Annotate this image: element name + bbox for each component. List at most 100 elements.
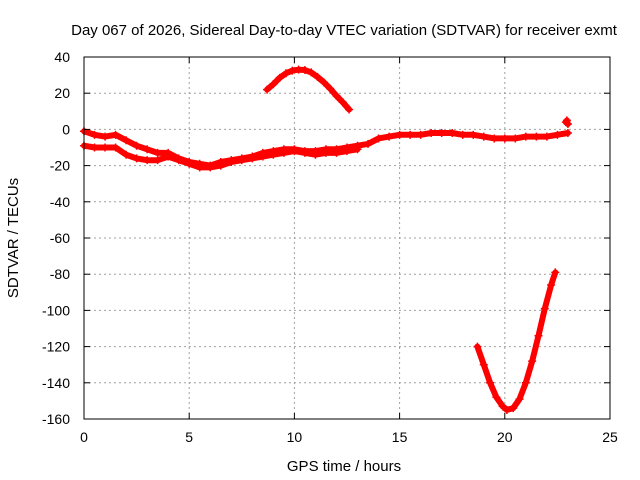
series-track-main-upper xyxy=(80,127,572,170)
data-point xyxy=(263,85,272,94)
data-point xyxy=(540,304,549,313)
data-point xyxy=(122,136,131,145)
y-tick-label: -60 xyxy=(50,230,70,246)
data-point xyxy=(395,130,404,139)
y-tick-label: -20 xyxy=(50,158,70,174)
x-tick-label: 25 xyxy=(602,429,618,445)
data-point xyxy=(553,130,562,139)
data-point xyxy=(479,360,488,369)
data-point xyxy=(427,129,436,138)
data-point xyxy=(338,98,347,107)
x-tick-label: 5 xyxy=(185,429,193,445)
y-axis-label: SDTVAR / TECUs xyxy=(5,178,22,298)
data-point xyxy=(521,132,530,141)
data-series xyxy=(80,65,572,414)
data-point xyxy=(164,152,173,161)
data-point xyxy=(521,378,530,387)
data-point xyxy=(374,134,383,143)
data-point xyxy=(90,130,99,139)
data-point xyxy=(307,68,316,77)
y-tick-label: -140 xyxy=(42,375,70,391)
data-point xyxy=(153,148,162,157)
data-point xyxy=(498,402,507,411)
data-point xyxy=(227,157,236,166)
y-tick-label: -40 xyxy=(50,194,70,210)
x-tick-label: 20 xyxy=(497,429,513,445)
data-point xyxy=(473,342,482,351)
data-point xyxy=(448,129,457,138)
data-point xyxy=(111,130,120,139)
data-point xyxy=(416,130,425,139)
data-point xyxy=(122,150,131,159)
data-point xyxy=(132,154,141,163)
data-point xyxy=(237,156,246,165)
data-point xyxy=(509,404,518,413)
data-point xyxy=(345,105,354,114)
data-point xyxy=(174,156,183,165)
data-point xyxy=(547,281,556,290)
data-point xyxy=(288,66,297,75)
y-tick-label: -100 xyxy=(42,302,70,318)
data-point xyxy=(281,69,290,78)
data-point xyxy=(90,143,99,152)
chart-title: Day 067 of 2026, Sidereal Day-to-day VTE… xyxy=(71,22,618,39)
data-point xyxy=(551,268,560,277)
data-point xyxy=(258,152,267,161)
y-tick-label: 0 xyxy=(62,121,70,137)
data-point xyxy=(153,156,162,165)
x-tick-label: 10 xyxy=(287,429,303,445)
series-track-main-lower xyxy=(80,141,362,172)
axis-ticks: 0 5 10 15 20 25 40 20 0 -20 -40 -60 -80 -100 -120 -140 -… xyxy=(42,49,618,445)
grid-lines xyxy=(84,57,610,419)
data-point xyxy=(458,130,467,139)
data-point xyxy=(563,119,572,128)
data-point xyxy=(269,80,278,89)
data-point xyxy=(562,116,571,125)
data-point xyxy=(300,148,309,157)
data-point xyxy=(343,147,351,156)
data-point xyxy=(195,163,204,172)
data-point xyxy=(185,159,194,168)
data-point xyxy=(269,150,278,159)
x-tick-label: 15 xyxy=(392,429,408,445)
data-point xyxy=(492,393,501,402)
data-point xyxy=(275,73,284,82)
data-point xyxy=(290,147,299,156)
data-point xyxy=(490,134,499,143)
data-point xyxy=(279,148,288,157)
data-point xyxy=(326,84,335,93)
x-tick-label: 0 xyxy=(80,429,88,445)
y-tick-label: -120 xyxy=(42,339,70,355)
data-point xyxy=(353,145,362,154)
data-point xyxy=(101,143,110,152)
data-point xyxy=(385,132,394,141)
data-point xyxy=(515,395,524,404)
data-point xyxy=(319,78,328,87)
data-point xyxy=(143,156,152,165)
series-track xyxy=(474,269,559,413)
data-point xyxy=(248,154,257,163)
data-point xyxy=(511,134,520,143)
data-point xyxy=(300,66,309,75)
y-tick-label: -80 xyxy=(50,266,70,282)
data-point xyxy=(486,378,495,387)
y-tick-label: 20 xyxy=(54,85,70,101)
data-point xyxy=(563,129,572,138)
data-point xyxy=(534,331,543,340)
data-point xyxy=(332,91,341,100)
data-point xyxy=(311,150,320,159)
data-point xyxy=(479,132,488,141)
data-point xyxy=(332,148,341,157)
data-point xyxy=(406,130,415,139)
data-point xyxy=(364,139,373,148)
y-tick-label: 40 xyxy=(54,49,70,65)
data-point xyxy=(101,132,110,141)
x-axis-label: GPS time / hours xyxy=(287,458,401,475)
data-point xyxy=(321,148,330,157)
series-track-arc xyxy=(263,65,354,114)
data-point xyxy=(528,357,537,366)
data-point xyxy=(437,129,446,138)
series-track xyxy=(264,66,353,113)
data-point xyxy=(500,134,509,143)
